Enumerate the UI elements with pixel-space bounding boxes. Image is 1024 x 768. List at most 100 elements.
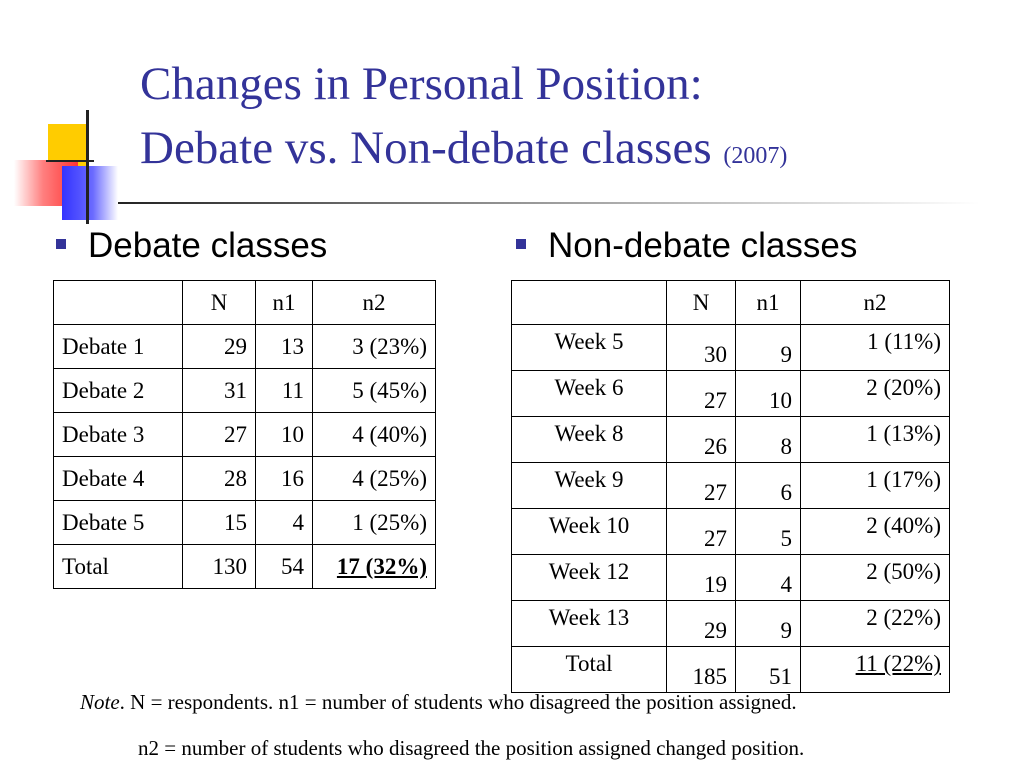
table-cell: 29 bbox=[182, 324, 256, 369]
title-year: (2007) bbox=[723, 143, 788, 169]
table-header-row: N n1 n2 bbox=[511, 280, 950, 325]
table-row: Week 8 26 8 1 (13%) bbox=[511, 416, 950, 463]
header-cell: n2 bbox=[312, 280, 436, 325]
table-row: Week 12 19 4 2 (50%) bbox=[511, 554, 950, 601]
square-bullet-icon bbox=[56, 238, 66, 249]
bullet-non-debate-classes: Non-debate classes bbox=[516, 226, 857, 266]
header-cell: N bbox=[182, 280, 256, 325]
table-cell: 17 (32%) bbox=[312, 544, 436, 589]
table-cell: Total bbox=[511, 646, 667, 693]
table-cell: 51 bbox=[735, 646, 801, 693]
table-row: Week 13 29 9 2 (22%) bbox=[511, 600, 950, 647]
table-cell: 9 bbox=[735, 324, 801, 371]
table-cell: 5 (45%) bbox=[312, 368, 436, 413]
table-cell: 1 (11%) bbox=[800, 324, 950, 371]
table-cell: 10 bbox=[255, 412, 313, 457]
corner-decoration bbox=[0, 0, 140, 230]
table-row: Debate 5 15 4 1 (25%) bbox=[53, 500, 436, 545]
table-row: Week 5 30 9 1 (11%) bbox=[511, 324, 950, 371]
table-total-row: Total 130 54 17 (32%) bbox=[53, 544, 436, 589]
table-cell: Week 8 bbox=[511, 416, 667, 463]
table-cell: 54 bbox=[255, 544, 313, 589]
table-cell: 10 bbox=[735, 370, 801, 417]
total-n2-value: 17 (32%) bbox=[336, 553, 427, 579]
table-cell: Debate 1 bbox=[53, 324, 183, 369]
header-cell: n2 bbox=[800, 280, 950, 325]
table-cell: Week 9 bbox=[511, 462, 667, 509]
table-cell: 11 (22%) bbox=[800, 646, 950, 693]
table-cell: 2 (20%) bbox=[800, 370, 950, 417]
table-cell: Total bbox=[53, 544, 183, 589]
table-cell: 2 (40%) bbox=[800, 508, 950, 555]
bullet-debate-classes: Debate classes bbox=[56, 226, 327, 266]
square-bullet-icon bbox=[516, 238, 526, 249]
table-cell: 2 (50%) bbox=[800, 554, 950, 601]
table-header-row: N n1 n2 bbox=[53, 280, 436, 325]
table-cell: 27 bbox=[666, 462, 736, 509]
table-cell: 13 bbox=[255, 324, 313, 369]
header-cell: N bbox=[666, 280, 736, 325]
table-cell: 8 bbox=[735, 416, 801, 463]
title-line-1: Changes in Personal Position: bbox=[140, 58, 703, 110]
table-cell: 5 bbox=[735, 508, 801, 555]
yellow-square-decoration bbox=[48, 124, 86, 166]
table-cell: 4 (40%) bbox=[312, 412, 436, 457]
table-cell: 4 (25%) bbox=[312, 456, 436, 501]
table-cell: 27 bbox=[182, 412, 256, 457]
header-cell: n1 bbox=[735, 280, 801, 325]
table-cell: 29 bbox=[666, 600, 736, 647]
table-row: Debate 1 29 13 3 (23%) bbox=[53, 324, 436, 369]
title-line-2: Debate vs. Non-debate classes (2007) bbox=[140, 116, 787, 188]
table-cell: 9 bbox=[735, 600, 801, 647]
table-total-row: Total 185 51 11 (22%) bbox=[511, 646, 950, 693]
table-cell: Week 10 bbox=[511, 508, 667, 555]
table-cell: 2 (22%) bbox=[800, 600, 950, 647]
table-cell: 27 bbox=[666, 508, 736, 555]
table-cell: 16 bbox=[255, 456, 313, 501]
title-underline-rule bbox=[118, 202, 980, 204]
table-cell: 11 bbox=[255, 368, 313, 413]
table-cell: 1 (17%) bbox=[800, 462, 950, 509]
title-line-2-text: Debate vs. Non-debate classes bbox=[140, 122, 712, 174]
footnote-line-2: n2 = number of students who disagreed th… bbox=[138, 736, 805, 760]
note-label: Note bbox=[80, 690, 120, 714]
table-row: Week 9 27 6 1 (17%) bbox=[511, 462, 950, 509]
table-row: Week 10 27 5 2 (40%) bbox=[511, 508, 950, 555]
table-cell: 4 bbox=[735, 554, 801, 601]
table-cell: Debate 5 bbox=[53, 500, 183, 545]
table-row: Debate 2 31 11 5 (45%) bbox=[53, 368, 436, 413]
header-cell: n1 bbox=[255, 280, 313, 325]
bullet-label: Non-debate classes bbox=[548, 226, 858, 265]
non-debate-classes-table: N n1 n2 Week 5 30 9 1 (11%) Week 6 27 10… bbox=[511, 280, 950, 693]
table-cell: 130 bbox=[182, 544, 256, 589]
short-horizontal-rule bbox=[46, 160, 94, 162]
total-n2-value: 11 (22%) bbox=[855, 651, 941, 676]
table-cell: 19 bbox=[666, 554, 736, 601]
table-cell: Debate 2 bbox=[53, 368, 183, 413]
table-row: Week 6 27 10 2 (20%) bbox=[511, 370, 950, 417]
table-cell: Week 13 bbox=[511, 600, 667, 647]
table-cell: 185 bbox=[666, 646, 736, 693]
blue-square-decoration bbox=[62, 166, 118, 220]
table-cell: 27 bbox=[666, 370, 736, 417]
table-cell: Debate 3 bbox=[53, 412, 183, 457]
table-cell: Debate 4 bbox=[53, 456, 183, 501]
table-cell: Week 5 bbox=[511, 324, 667, 371]
table-cell: 28 bbox=[182, 456, 256, 501]
slide-title: Changes in Personal Position: Debate vs.… bbox=[140, 52, 787, 188]
table-cell: 1 (25%) bbox=[312, 500, 436, 545]
table-cell: 4 bbox=[255, 500, 313, 545]
table-cell: 1 (13%) bbox=[800, 416, 950, 463]
note-text-1: . N = respondents. n1 = number of studen… bbox=[119, 690, 797, 714]
header-cell bbox=[53, 280, 183, 325]
footnote-line-1: Note. N = respondents. n1 = number of st… bbox=[80, 690, 797, 715]
table-cell: Week 12 bbox=[511, 554, 667, 601]
debate-classes-table: N n1 n2 Debate 1 29 13 3 (23%) Debate 2 … bbox=[53, 280, 436, 589]
table-row: Debate 4 28 16 4 (25%) bbox=[53, 456, 436, 501]
table-cell: 30 bbox=[666, 324, 736, 371]
header-cell bbox=[511, 280, 667, 325]
table-cell: 6 bbox=[735, 462, 801, 509]
table-cell: 26 bbox=[666, 416, 736, 463]
table-cell: Week 6 bbox=[511, 370, 667, 417]
vertical-rule bbox=[86, 110, 89, 224]
